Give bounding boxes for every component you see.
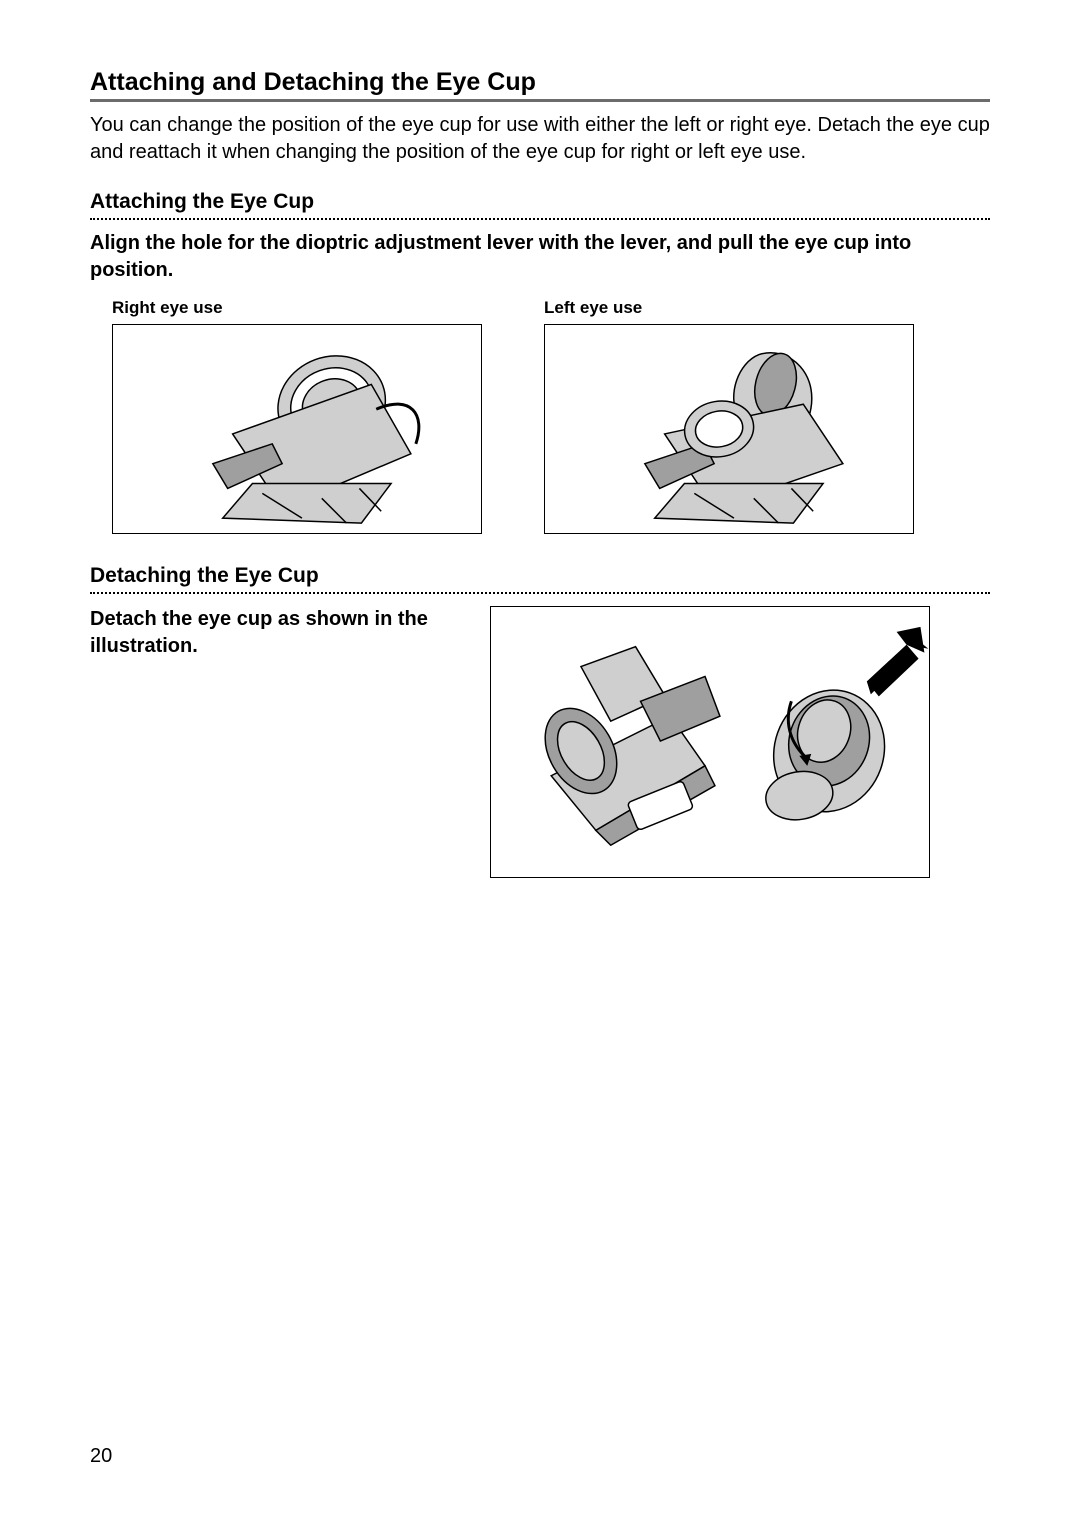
eye-cup-right-illustration (113, 325, 481, 533)
detach-text-col: Detach the eye cup as shown in the illus… (90, 606, 470, 674)
detach-instruction: Detach the eye cup as shown in the illus… (90, 606, 470, 660)
attach-caption-left: Left eye use (544, 298, 914, 318)
attach-caption-right: Right eye use (112, 298, 482, 318)
attach-figure-right-col: Right eye use (90, 298, 482, 534)
eye-cup-left-illustration (545, 325, 913, 533)
attach-figure-right (112, 324, 482, 534)
attach-subsection-title: Attaching the Eye Cup (90, 190, 990, 220)
detach-subsection-title: Detaching the Eye Cup (90, 564, 990, 594)
eye-cup-detach-illustration (491, 607, 929, 877)
detach-figure (490, 606, 930, 878)
attach-figure-left (544, 324, 914, 534)
section-body: You can change the position of the eye c… (90, 112, 990, 166)
section-title: Attaching and Detaching the Eye Cup (90, 68, 990, 102)
attach-figure-left-col: Left eye use (522, 298, 914, 534)
attach-instruction: Align the hole for the dioptric adjustme… (90, 230, 990, 284)
detach-figure-col (490, 606, 930, 878)
page-number: 20 (90, 1445, 112, 1468)
detach-row: Detach the eye cup as shown in the illus… (90, 606, 990, 878)
attach-figure-row: Right eye use Left eye use (90, 298, 990, 534)
